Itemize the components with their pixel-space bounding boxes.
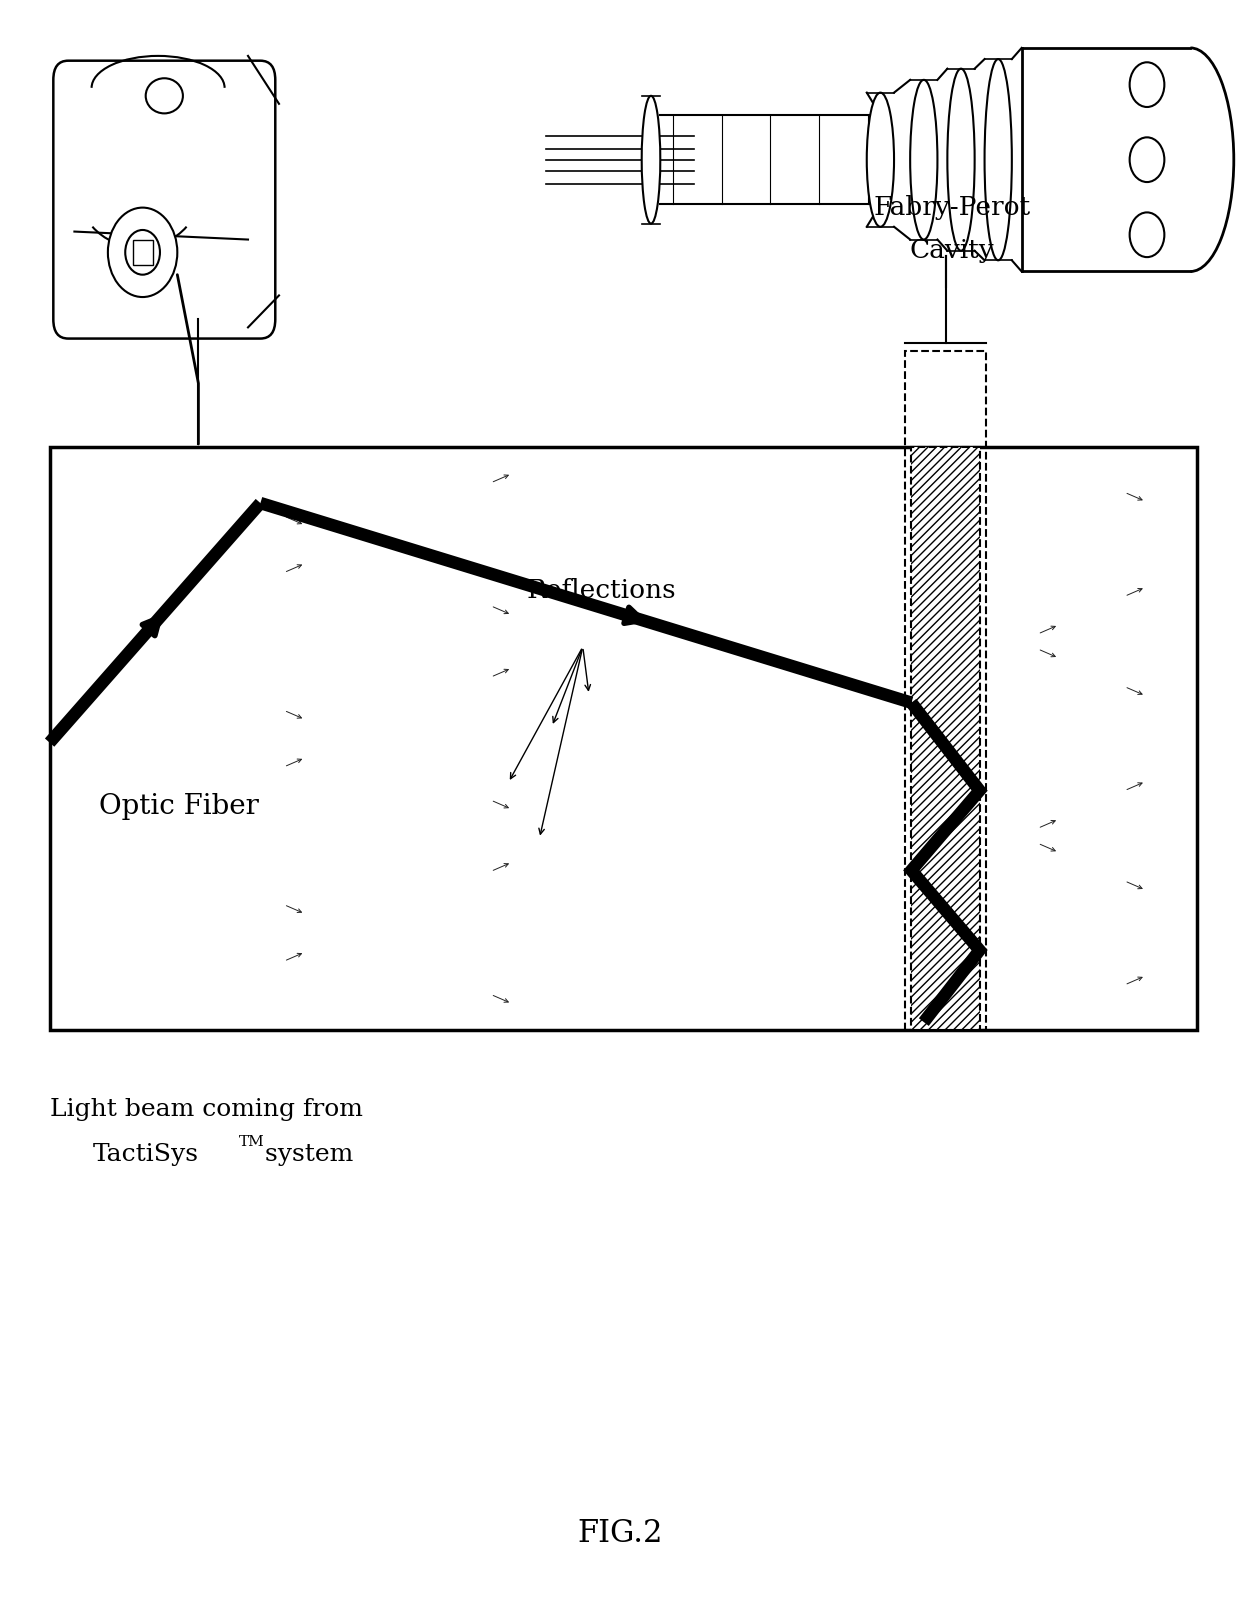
Circle shape xyxy=(108,208,177,297)
Ellipse shape xyxy=(642,96,660,224)
Text: Light beam coming from: Light beam coming from xyxy=(50,1099,362,1121)
Text: Reflections: Reflections xyxy=(527,578,677,604)
Circle shape xyxy=(125,230,160,275)
Bar xyxy=(50,447,1197,1030)
Text: TactiSys: TactiSys xyxy=(93,1143,198,1166)
Circle shape xyxy=(1130,212,1164,257)
Ellipse shape xyxy=(947,69,975,251)
Text: system: system xyxy=(257,1143,353,1166)
Circle shape xyxy=(1130,137,1164,182)
Text: TM: TM xyxy=(239,1135,265,1148)
Ellipse shape xyxy=(867,93,894,227)
Bar xyxy=(905,351,986,1030)
Ellipse shape xyxy=(985,59,1012,260)
Text: Optic Fiber: Optic Fiber xyxy=(99,794,259,819)
FancyBboxPatch shape xyxy=(133,240,153,265)
Bar xyxy=(911,447,980,1030)
Text: FIG.2: FIG.2 xyxy=(578,1517,662,1549)
Ellipse shape xyxy=(146,78,184,113)
Text: Cavity: Cavity xyxy=(909,238,994,264)
Text: Fabry-Perot: Fabry-Perot xyxy=(873,195,1030,220)
Ellipse shape xyxy=(910,80,937,240)
FancyBboxPatch shape xyxy=(53,61,275,339)
Circle shape xyxy=(1130,62,1164,107)
